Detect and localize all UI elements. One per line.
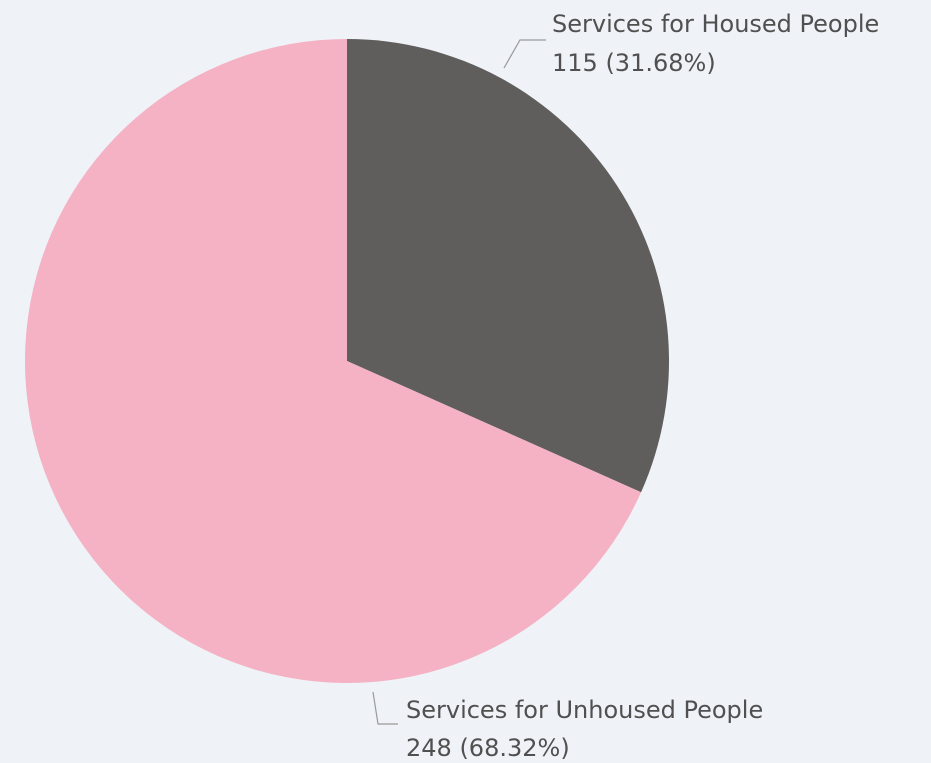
pie-slice-housed[interactable] — [347, 39, 669, 493]
pie-slices — [24, 39, 669, 684]
slice-value-label: 248 (68.32%) — [406, 734, 570, 762]
leader-line-unhoused — [372, 691, 398, 725]
slice-name-label: Services for Housed People — [552, 10, 879, 38]
slice-value-label: 115 (31.68%) — [552, 49, 716, 77]
pie-slice-unhoused[interactable] — [24, 39, 642, 684]
slice-name-label: Services for Unhoused People — [406, 696, 763, 724]
slice-label-housed: Services for Housed People 115 (31.68%) — [503, 10, 879, 77]
leader-line-housed — [503, 39, 546, 69]
slice-label-unhoused: Services for Unhoused People 248 (68.32%… — [372, 691, 763, 762]
